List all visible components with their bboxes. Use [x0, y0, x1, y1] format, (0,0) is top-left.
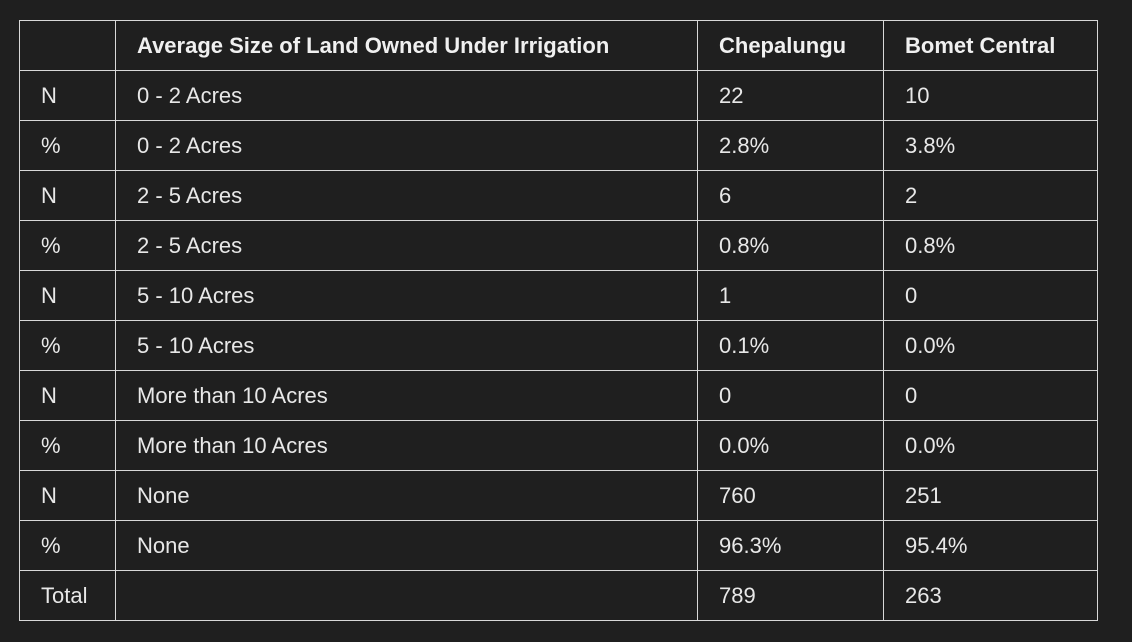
- cell-stat: %: [19, 420, 116, 471]
- cell-bomet-central: 3.8%: [883, 120, 1098, 171]
- table-row: % 5 - 10 Acres 0.1% 0.0%: [19, 320, 1098, 371]
- table-row: % More than 10 Acres 0.0% 0.0%: [19, 420, 1098, 471]
- table-row: N More than 10 Acres 0 0: [19, 370, 1098, 421]
- cell-stat: %: [19, 220, 116, 271]
- cell-land-size: [115, 570, 698, 621]
- cell-stat: N: [19, 270, 116, 321]
- cell-land-size: 0 - 2 Acres: [115, 70, 698, 121]
- cell-land-size: More than 10 Acres: [115, 420, 698, 471]
- cell-land-size: 0 - 2 Acres: [115, 120, 698, 171]
- table-row: % 0 - 2 Acres 2.8% 3.8%: [19, 120, 1098, 171]
- table-header-row: Average Size of Land Owned Under Irrigat…: [19, 20, 1098, 71]
- cell-chepalungu: 0.0%: [697, 420, 884, 471]
- cell-chepalungu: 96.3%: [697, 520, 884, 571]
- cell-bomet-central: 0.0%: [883, 420, 1098, 471]
- cell-bomet-central: 0: [883, 270, 1098, 321]
- header-cell-land-size: Average Size of Land Owned Under Irrigat…: [115, 20, 698, 71]
- header-cell-stat: [19, 20, 116, 71]
- table-row: N None 760 251: [19, 470, 1098, 521]
- cell-chepalungu: 0.1%: [697, 320, 884, 371]
- cell-land-size: None: [115, 470, 698, 521]
- cell-land-size: More than 10 Acres: [115, 370, 698, 421]
- table-row-total: Total 789 263: [19, 570, 1098, 621]
- cell-stat: %: [19, 520, 116, 571]
- header-cell-chepalungu: Chepalungu: [697, 20, 884, 71]
- cell-stat: %: [19, 320, 116, 371]
- cell-chepalungu: 6: [697, 170, 884, 221]
- cell-stat: N: [19, 70, 116, 121]
- cell-chepalungu: 1: [697, 270, 884, 321]
- table-row: % 2 - 5 Acres 0.8% 0.8%: [19, 220, 1098, 271]
- cell-stat: N: [19, 170, 116, 221]
- table-row: N 0 - 2 Acres 22 10: [19, 70, 1098, 121]
- cell-stat: N: [19, 370, 116, 421]
- cell-bomet-central: 263: [883, 570, 1098, 621]
- cell-chepalungu: 789: [697, 570, 884, 621]
- cell-bomet-central: 251: [883, 470, 1098, 521]
- cell-stat: Total: [19, 570, 116, 621]
- cell-chepalungu: 0.8%: [697, 220, 884, 271]
- cell-land-size: 5 - 10 Acres: [115, 270, 698, 321]
- cell-chepalungu: 0: [697, 370, 884, 421]
- cell-land-size: 2 - 5 Acres: [115, 220, 698, 271]
- cell-bomet-central: 10: [883, 70, 1098, 121]
- cell-chepalungu: 760: [697, 470, 884, 521]
- cell-chepalungu: 2.8%: [697, 120, 884, 171]
- cell-bomet-central: 0: [883, 370, 1098, 421]
- cell-bomet-central: 2: [883, 170, 1098, 221]
- table-row: % None 96.3% 95.4%: [19, 520, 1098, 571]
- irrigation-land-table: Average Size of Land Owned Under Irrigat…: [19, 20, 1098, 621]
- cell-bomet-central: 0.8%: [883, 220, 1098, 271]
- cell-stat: %: [19, 120, 116, 171]
- table-row: N 2 - 5 Acres 6 2: [19, 170, 1098, 221]
- cell-bomet-central: 95.4%: [883, 520, 1098, 571]
- header-cell-bomet-central: Bomet Central: [883, 20, 1098, 71]
- table-container: Average Size of Land Owned Under Irrigat…: [19, 20, 1098, 621]
- cell-bomet-central: 0.0%: [883, 320, 1098, 371]
- cell-land-size: None: [115, 520, 698, 571]
- cell-chepalungu: 22: [697, 70, 884, 121]
- cell-land-size: 5 - 10 Acres: [115, 320, 698, 371]
- cell-land-size: 2 - 5 Acres: [115, 170, 698, 221]
- table-row: N 5 - 10 Acres 1 0: [19, 270, 1098, 321]
- cell-stat: N: [19, 470, 116, 521]
